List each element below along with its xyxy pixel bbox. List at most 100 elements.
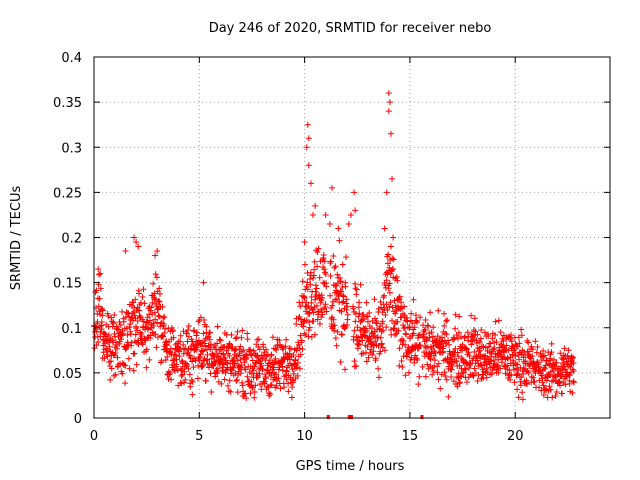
data-point [398, 357, 405, 364]
data-point [452, 325, 459, 332]
data-point [473, 340, 480, 347]
data-point [138, 333, 145, 340]
data-point [515, 394, 522, 401]
data-point [546, 372, 553, 379]
data-point [517, 382, 524, 389]
data-point [213, 350, 220, 357]
data-point [364, 318, 371, 325]
data-point [304, 279, 311, 286]
data-point [149, 299, 156, 306]
data-point [443, 318, 450, 325]
data-point [287, 345, 294, 352]
data-point [341, 325, 348, 332]
data-point [297, 303, 304, 310]
data-point [286, 350, 293, 357]
data-point [385, 251, 392, 258]
data-point [330, 316, 337, 323]
data-point [343, 306, 350, 313]
data-point [500, 332, 507, 339]
data-point [514, 343, 521, 350]
data-point [474, 378, 481, 385]
data-point [319, 311, 326, 318]
data-point [239, 382, 246, 389]
data-point [296, 345, 303, 352]
data-point [151, 290, 158, 297]
data-point [371, 296, 378, 303]
data-point [122, 248, 129, 255]
data-point [282, 343, 289, 350]
data-point [513, 371, 520, 378]
data-point [135, 243, 142, 250]
data-point [307, 269, 314, 276]
data-point [356, 341, 363, 348]
data-point [134, 327, 141, 334]
data-point [104, 347, 111, 354]
data-point [422, 317, 429, 324]
data-point [353, 362, 360, 369]
data-point [487, 340, 494, 347]
data-point [139, 293, 146, 300]
data-point [139, 341, 146, 348]
data-point [442, 373, 449, 380]
data-point [222, 369, 229, 376]
data-point [98, 319, 105, 326]
data-point [203, 357, 210, 364]
data-point [153, 344, 160, 351]
data-point [477, 361, 484, 368]
data-point [508, 371, 515, 378]
data-point [384, 306, 391, 313]
data-point [312, 282, 319, 289]
data-point [184, 338, 191, 345]
data-point [370, 333, 377, 340]
data-point [156, 285, 163, 292]
data-point [512, 353, 519, 360]
data-point [343, 300, 350, 307]
data-point [234, 328, 241, 335]
data-point [187, 383, 194, 390]
data-point [385, 108, 392, 115]
data-point [381, 347, 388, 354]
data-point [322, 211, 329, 218]
data-point [189, 378, 196, 385]
data-point [427, 309, 434, 316]
data-point [352, 207, 359, 214]
data-point [393, 274, 400, 281]
data-point [251, 389, 258, 396]
data-point [172, 352, 179, 359]
data-point [191, 328, 198, 335]
data-point [313, 302, 320, 309]
data-point [454, 335, 461, 342]
data-point [491, 345, 498, 352]
data-point [528, 343, 535, 350]
data-point [152, 271, 159, 278]
data-point [458, 373, 465, 380]
data-point [156, 290, 163, 297]
data-point [435, 376, 442, 383]
data-point [207, 329, 214, 336]
data-point [126, 313, 133, 320]
data-point [332, 335, 339, 342]
data-point [533, 349, 540, 356]
data-point [214, 369, 221, 376]
data-point [570, 378, 577, 385]
data-point [125, 341, 132, 348]
data-point [364, 343, 371, 350]
data-point [356, 310, 363, 317]
data-point [305, 135, 312, 142]
data-point [275, 375, 282, 382]
data-point [327, 272, 334, 279]
data-point [482, 344, 489, 351]
data-point [321, 258, 328, 265]
data-point [166, 371, 173, 378]
data-point [317, 299, 324, 306]
data-point [133, 361, 140, 368]
data-point [440, 343, 447, 350]
data-point [424, 361, 431, 368]
data-point [409, 320, 416, 327]
data-point [495, 317, 502, 324]
data-point [402, 372, 409, 379]
data-point [113, 345, 120, 352]
data-point [389, 175, 396, 182]
data-point [387, 299, 394, 306]
data-point [200, 347, 207, 354]
